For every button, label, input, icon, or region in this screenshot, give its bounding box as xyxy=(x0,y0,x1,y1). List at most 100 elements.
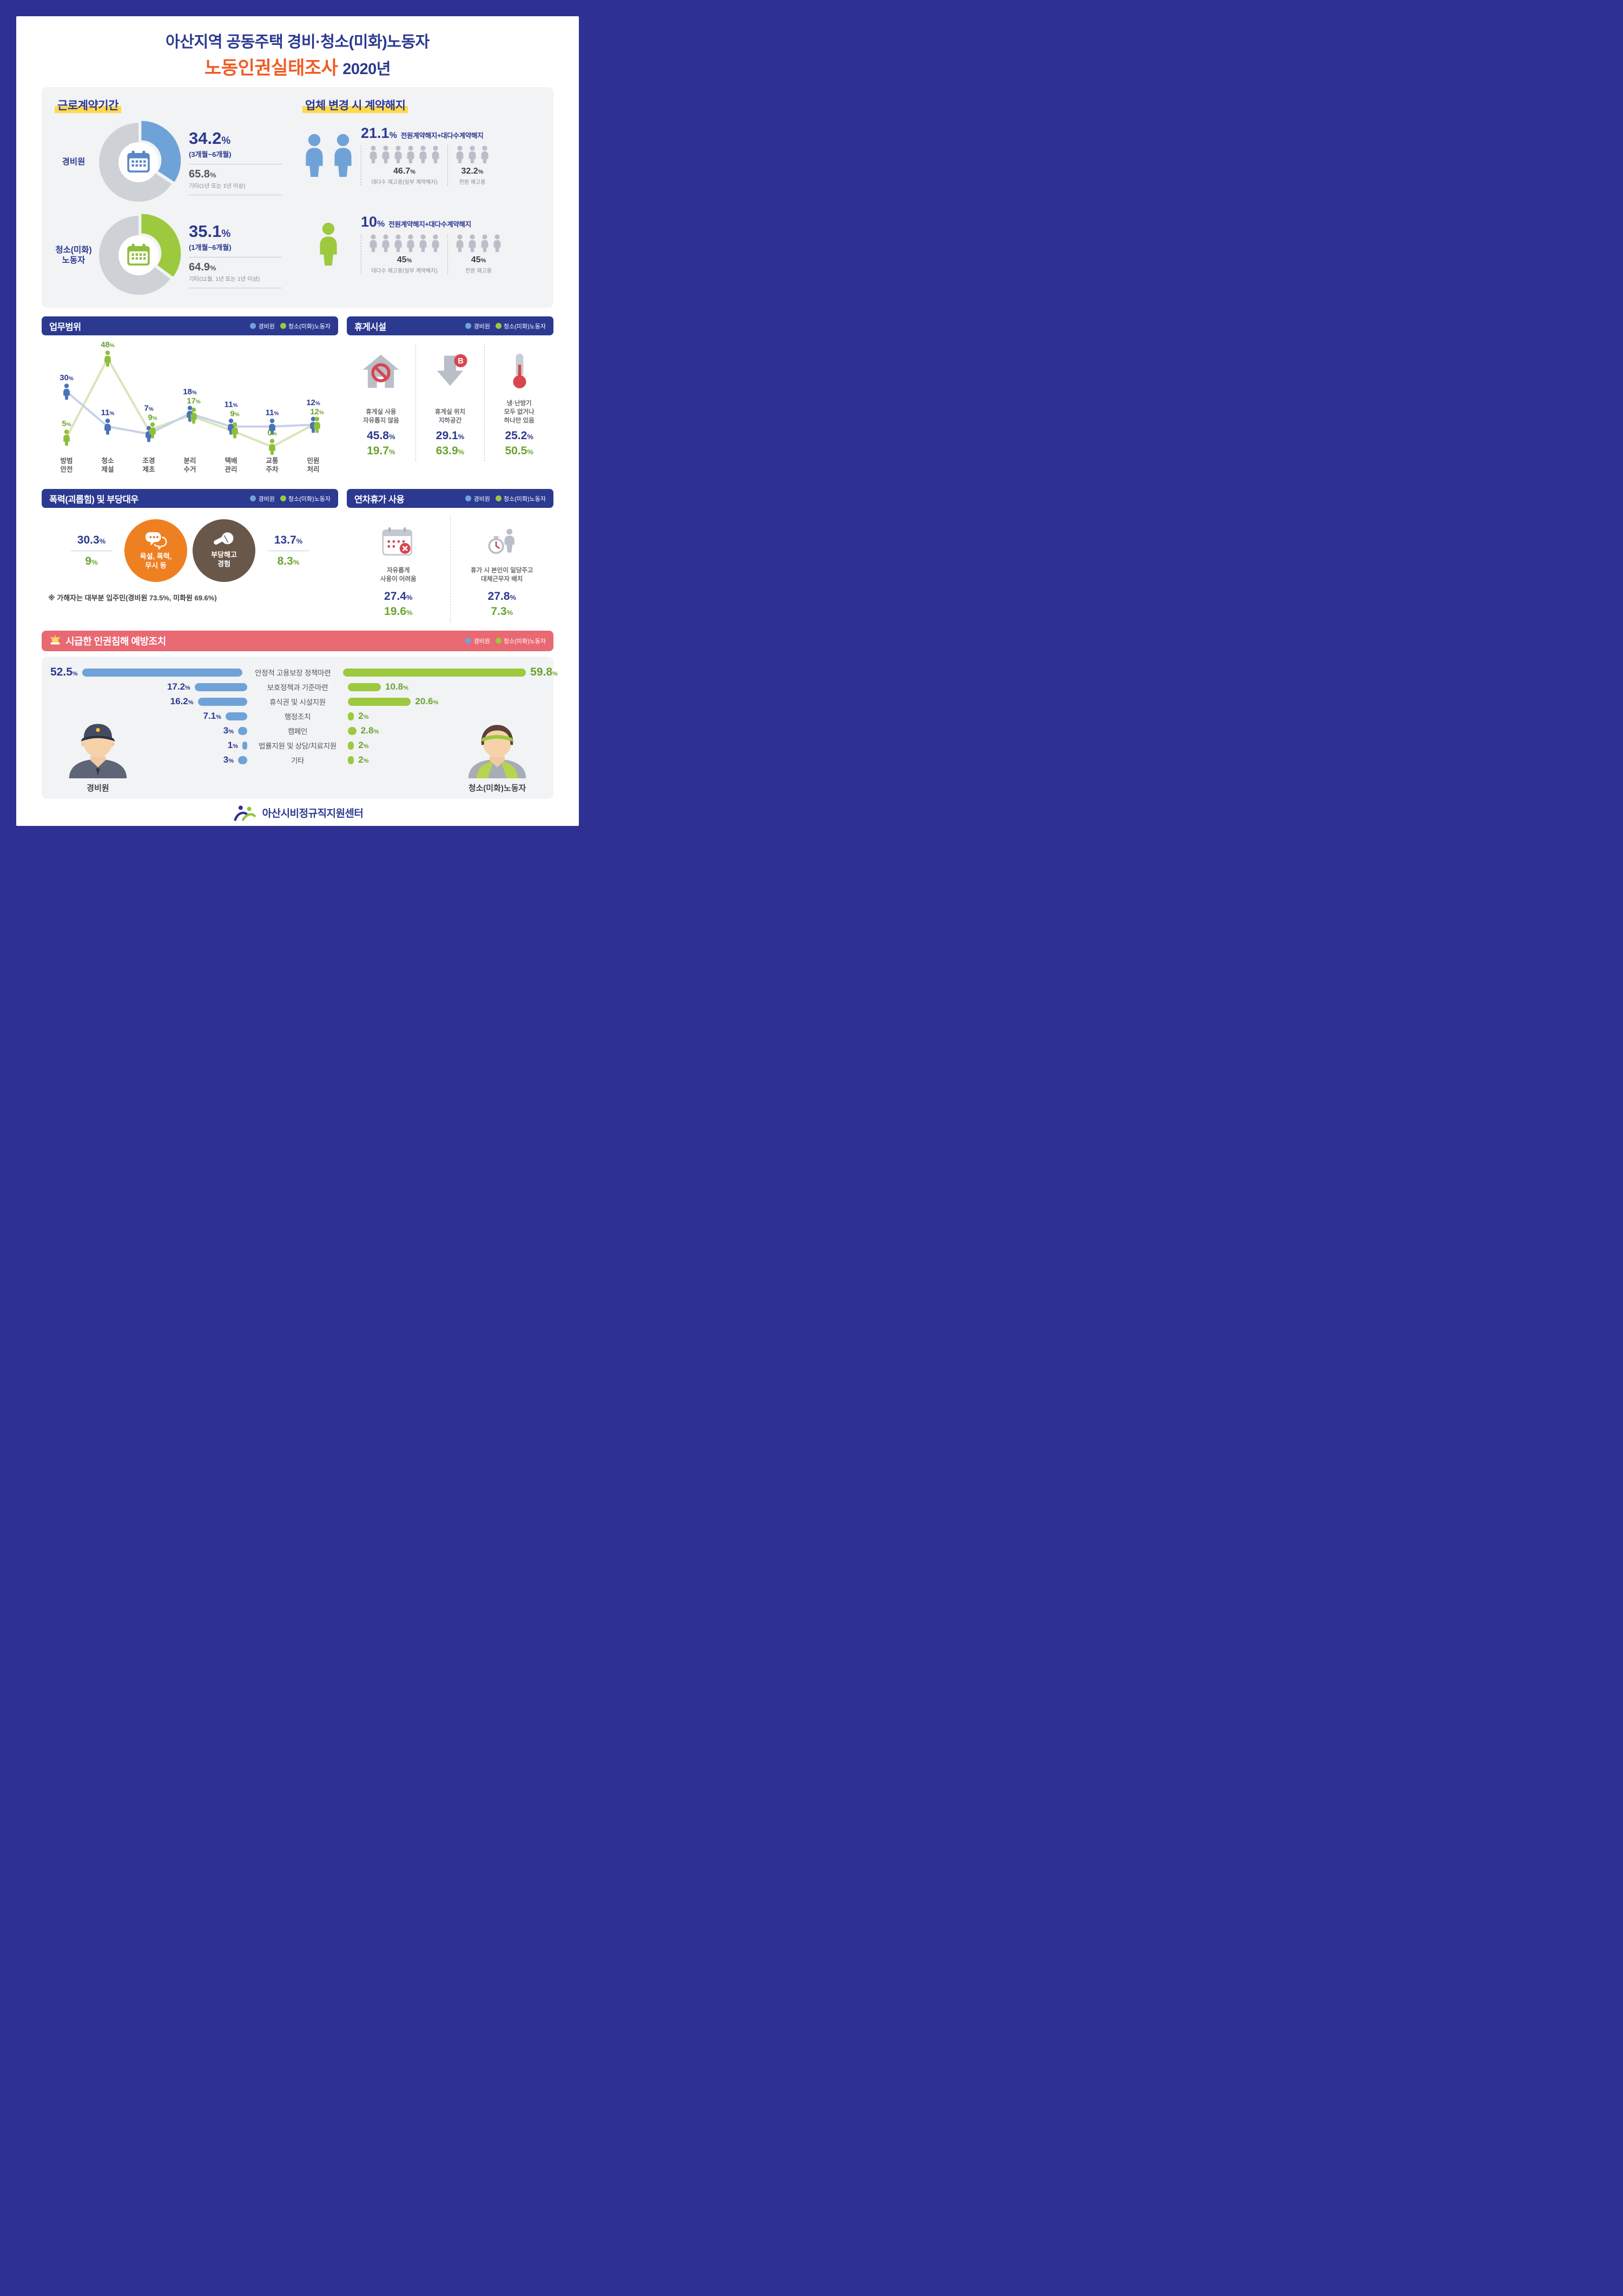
page-title: 아산지역 공동주택 경비·청소(미화)노동자 노동인권실태조사 2020년 xyxy=(42,29,553,80)
cleaner-point-label: 9% xyxy=(148,413,157,422)
prevention-row: 3% 캠페인 2.8% xyxy=(50,724,545,738)
prevention-label: 안정적 고용보장 정책마련 xyxy=(255,669,331,678)
cleaner-bar xyxy=(348,741,354,750)
leave-label: 자유롭게 사용이 어려움 xyxy=(380,567,417,583)
cleaner-bar xyxy=(348,726,357,735)
cleaner-bar-cell: 2% xyxy=(348,755,545,765)
prevention-row: 3% 기타 2% xyxy=(50,753,545,767)
prevention-row: 7.1% 행정조치 2% xyxy=(50,709,545,724)
facility-item: B 휴게실 위치 지하공간 29.1% 63.9% xyxy=(415,344,485,461)
speech-bubbles-icon xyxy=(145,532,167,550)
leave-header: 연차휴가 사용 경비원 청소(미화)노동자 xyxy=(347,489,553,508)
donut-rest-slice xyxy=(99,123,178,202)
guard-legend-label: 경비원 xyxy=(258,323,275,330)
person-icon xyxy=(419,145,427,163)
prevention-label: 캠페인 xyxy=(287,727,308,736)
person-icon xyxy=(456,145,464,163)
duties-category-label: 택배 xyxy=(225,456,237,465)
facility-header: 휴게시설 경비원 청소(미화)노동자 xyxy=(347,316,553,335)
person-icon xyxy=(407,145,414,163)
person-icon xyxy=(469,234,476,252)
thermometer-icon xyxy=(498,346,540,396)
cleaner-bar-cell: 10.8% xyxy=(348,681,545,692)
cleaner-legend-label: 청소(미화)노동자 xyxy=(503,638,546,645)
guard-contract-row: 경비원 xyxy=(52,118,292,206)
guard-other-term-value: 65.8% xyxy=(189,168,216,180)
duties-category-label: 안전 xyxy=(60,465,72,473)
guard-value: 25.2% xyxy=(505,429,533,442)
legend: 경비원 청소(미화)노동자 xyxy=(465,637,546,645)
guard-bar-cell: 7.1% xyxy=(50,711,247,722)
annual-leave-panel: 연차휴가 사용 경비원 청소(미화)노동자 xyxy=(347,489,553,622)
cleaner-value: 63.9% xyxy=(436,445,465,458)
footer: 아산시비정규직지원센터 xyxy=(42,799,553,824)
guard-legend-dot xyxy=(465,323,472,329)
guard-point-label: 12% xyxy=(306,398,320,407)
cleaner-legend-dot xyxy=(280,495,286,501)
guard-figure: 경비원 xyxy=(60,712,136,793)
cleaner-value: 19.6% xyxy=(384,605,413,618)
guard-value: 27.4% xyxy=(384,590,413,603)
cleaner-legend-label: 청소(미화)노동자 xyxy=(288,495,331,502)
worker-icons xyxy=(300,133,357,177)
guard-bar-cell: 3% xyxy=(50,725,247,736)
guard-bar xyxy=(197,697,247,706)
cleaner-figure-label: 청소(미화)노동자 xyxy=(468,783,526,793)
termination-title: 업체 변경 시 계약해지 xyxy=(302,97,408,113)
duties-category-label: 조경 xyxy=(142,456,155,465)
cleaner-legend-dot xyxy=(495,323,502,329)
duties-category-label: 제설 xyxy=(101,465,114,473)
cleaner-value: 7.3% xyxy=(491,605,513,618)
violence-header: 폭력(괴롭힘) 및 부당대우 경비원 청소(미화)노동자 xyxy=(42,489,338,508)
rehire-value: 45% xyxy=(471,255,486,264)
person-icon xyxy=(432,145,439,163)
guard-bar xyxy=(82,668,243,677)
termination-headline: 10% 전원계약해지+대다수계약해지 xyxy=(361,214,471,230)
guard-bar xyxy=(238,726,247,735)
cleaning-worker-illustration xyxy=(468,724,526,778)
prevention-label: 휴식권 및 시설지원 xyxy=(269,698,326,707)
person-icon xyxy=(456,234,464,252)
worker-icons xyxy=(454,145,490,163)
facility-columns: 휴게실 사용 자유롭지 않음 45.8% 19.7% B 휴게실 위치 지하공간… xyxy=(347,344,553,461)
cleaner-legend-dot xyxy=(280,323,286,329)
cleaner-bar-cell: 2% xyxy=(348,711,545,722)
duties-line-chart: 30%5%11%48%7%9%18%17% 11%9% 11%0%12%12%방범안… xyxy=(60,340,324,473)
worker-icons xyxy=(454,234,503,252)
facility-label: 휴게실 사용 자유롭지 않음 xyxy=(362,408,399,424)
facility-title: 휴게시설 xyxy=(354,322,386,332)
worker-icons xyxy=(300,222,357,266)
guard-point-label: 11% xyxy=(101,408,115,418)
cleaner-value: 59.8% xyxy=(530,666,558,679)
guard-value: 52.5% xyxy=(50,666,78,679)
duties-category-label: 주차 xyxy=(266,465,279,473)
guard-value: 45.8% xyxy=(367,429,395,442)
poster-body: 아산지역 공동주택 경비·청소(미화)노동자 노동인권실태조사 2020년 근로… xyxy=(16,16,579,826)
guard-bar xyxy=(225,712,247,720)
violence-title: 폭력(괴롭힘) 및 부당대우 xyxy=(49,494,138,505)
prevention-row: 17.2% 보호정책과 기준마련 10.8% xyxy=(50,680,545,694)
contract-period-block: 근로계약기간 경비원 xyxy=(52,97,292,299)
unfair-dismissal-label: 부당해고 경험 xyxy=(211,551,237,568)
cleaner-point xyxy=(190,407,197,424)
legend: 경비원 청소(미화)노동자 xyxy=(465,322,546,330)
person-icon xyxy=(481,234,489,252)
substitute-worker-icon xyxy=(485,519,519,564)
no-rest-room-icon xyxy=(360,346,402,396)
guard-value: 30.3% xyxy=(77,533,106,546)
guard-figure-label: 경비원 xyxy=(87,783,109,793)
termination-row: 10% 전원계약해지+대다수계약해지 45% 대다수 재고용(일부 계약해지) … xyxy=(300,214,543,274)
cleaner-legend-dot xyxy=(495,638,502,644)
leave-label: 휴가 시 본인이 일당주고 대체근무자 배치 xyxy=(471,567,533,583)
facility-label: 냉·난방기 모두 없거나 하나만 있음 xyxy=(504,400,535,424)
cleaner-bar xyxy=(348,756,354,764)
cleaner-point-label: 5% xyxy=(62,419,71,428)
guard-legend-label: 경비원 xyxy=(258,495,275,502)
leave-item: 휴가 시 본인이 일당주고 대체근무자 배치 27.8% 7.3% xyxy=(450,517,554,622)
guard-value: 3% xyxy=(223,755,234,765)
pointing-hand-icon xyxy=(214,532,234,545)
rehire-label: 전원 재고용 xyxy=(459,180,486,186)
guard-bar-cell: 1% xyxy=(50,740,247,751)
termination-row: 21.1% 전원계약해지+대다수계약해지 46.7% 대다수 재고용(일부 계약… xyxy=(300,125,543,186)
section-contract-termination: 근로계약기간 경비원 xyxy=(42,87,553,308)
